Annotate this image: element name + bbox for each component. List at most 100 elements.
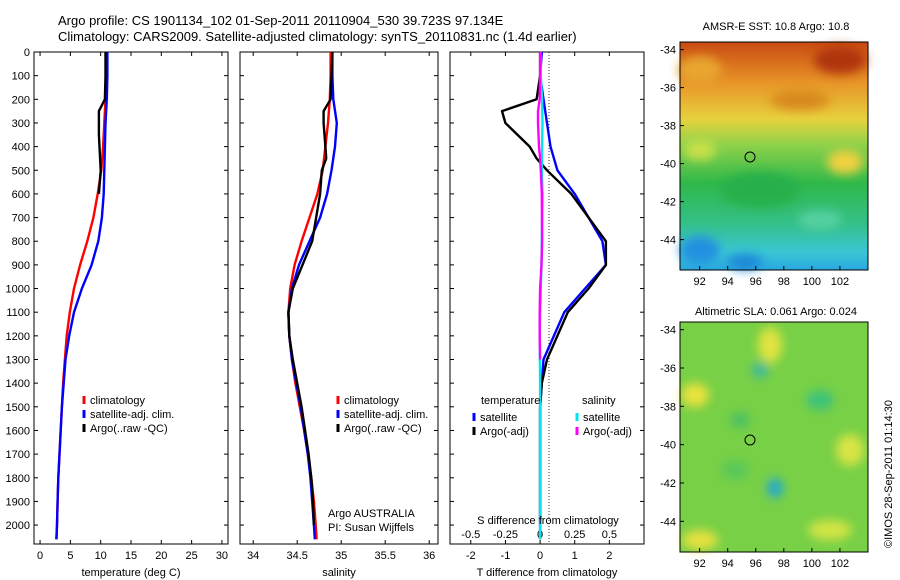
series-line-salinity-argo-adj- xyxy=(536,52,544,360)
y-tick-label: 1400 xyxy=(6,378,30,390)
map-y-tick-label: -34 xyxy=(660,325,676,337)
map-y-tick-label: -40 xyxy=(660,440,676,452)
x-tick-label: -1 xyxy=(501,550,511,562)
series-line-temperature-argo-adj- xyxy=(500,52,608,526)
map-y-tick-label: -42 xyxy=(660,478,676,490)
copyright-text: ©IMOS 28-Sep-2011 01:14:30 xyxy=(883,400,895,548)
x-tick-label: 2 xyxy=(606,550,612,562)
map-y-tick-label: -36 xyxy=(660,83,676,95)
map-y-tick-label: -38 xyxy=(660,121,676,133)
x-tick-label: 15 xyxy=(125,550,137,562)
y-tick-label: 300 xyxy=(12,118,30,130)
y-tick-label: 1700 xyxy=(6,449,30,461)
x-tick-label: 36 xyxy=(423,550,435,562)
argo-marker-sst xyxy=(744,151,756,163)
data-lines xyxy=(55,51,608,540)
salinity-plot-area xyxy=(239,51,439,545)
annotation-pi: PI: Susan Wijffels xyxy=(328,522,414,534)
legend-label: climatology xyxy=(344,395,400,407)
x-tick-label: 30 xyxy=(216,550,228,562)
map-x-tick-label: 92 xyxy=(694,276,706,288)
map-x-tick-label: 102 xyxy=(831,558,849,570)
y-tick-label: 500 xyxy=(12,165,30,177)
map-x-tick-label: 96 xyxy=(750,276,762,288)
map-y-tick-label: -42 xyxy=(660,197,676,209)
x-tick-label: 34 xyxy=(247,550,259,562)
sst-map xyxy=(678,41,869,271)
x-tick-label: 34.5 xyxy=(286,550,307,562)
y-tick-label: 200 xyxy=(12,94,30,106)
temperature-plot-area xyxy=(33,51,229,545)
y-tick-label: 1100 xyxy=(6,307,30,319)
x-tick-label: 5 xyxy=(67,550,73,562)
legend-label: Argo(..raw -QC) xyxy=(90,423,168,435)
y-tick-label: 2000 xyxy=(6,520,30,532)
legend-label: satellite xyxy=(480,412,517,424)
axis-ticks: 0 5 10 15 20 25 300100200300400500600700800900… xyxy=(6,45,850,570)
series-line-argo-raw-qc- xyxy=(287,51,334,526)
y-tick-label: 1000 xyxy=(6,284,30,296)
x-tick-label: 1 xyxy=(572,550,578,562)
difference-xlabel: T difference from climatology xyxy=(477,567,618,579)
y-tick-label: 100 xyxy=(12,71,30,83)
y-tick-label: 1800 xyxy=(6,473,30,485)
legend-label: satellite xyxy=(583,412,620,424)
sst-map-title: AMSR-E SST: 10.8 Argo: 10.8 xyxy=(703,21,850,33)
argo-marker-sla xyxy=(744,434,756,446)
map-x-tick-label: 102 xyxy=(831,276,849,288)
x-tick-label: 0 xyxy=(37,550,43,562)
y-tick-label: 1900 xyxy=(6,496,30,508)
s-difference-label: S difference from climatology xyxy=(477,515,619,527)
s-diff-tick-label: 0.5 xyxy=(602,529,617,541)
difference-plot-area xyxy=(449,51,645,545)
annotation-argo-australia: Argo AUSTRALIA xyxy=(328,508,415,520)
legend-title-salinity: salinity xyxy=(582,395,616,407)
map-x-tick-label: 100 xyxy=(803,558,821,570)
y-tick-label: 700 xyxy=(12,213,30,225)
y-tick-label: 800 xyxy=(12,236,30,248)
map-x-tick-label: 98 xyxy=(778,558,790,570)
legend-label: Argo(-adj) xyxy=(480,426,529,438)
map-x-tick-label: 94 xyxy=(722,276,734,288)
legend-label: satellite-adj. clim. xyxy=(90,409,174,421)
y-tick-label: 1200 xyxy=(6,331,30,343)
map-y-tick-label: -34 xyxy=(660,45,676,57)
y-tick-label: 1500 xyxy=(6,402,30,414)
y-tick-label: 400 xyxy=(12,142,30,154)
legends: climatology satellite-adj. clim. Argo(..ra… xyxy=(82,395,632,438)
legend-label: Argo(-adj) xyxy=(583,426,632,438)
figure-title-line2: Climatology: CARS2009. Satellite-adjuste… xyxy=(58,29,577,44)
sla-map-title: Altimetric SLA: 0.061 Argo: 0.024 xyxy=(695,306,857,318)
x-tick-label: 25 xyxy=(186,550,198,562)
y-tick-label: 900 xyxy=(12,260,30,272)
x-tick-label: 35 xyxy=(335,550,347,562)
series-line-argo-raw-qc- xyxy=(97,52,107,194)
map-x-tick-label: 92 xyxy=(694,558,706,570)
y-tick-label: 600 xyxy=(12,189,30,201)
salinity-xlabel: salinity xyxy=(322,567,356,579)
legend-label: climatology xyxy=(90,395,146,407)
y-tick-label: 1600 xyxy=(6,425,30,437)
s-diff-tick-label: -0.5 xyxy=(461,529,480,541)
x-tick-label: 35.5 xyxy=(374,550,395,562)
map-y-tick-label: -38 xyxy=(660,401,676,413)
map-y-tick-label: -44 xyxy=(660,235,676,247)
map-x-tick-label: 100 xyxy=(803,276,821,288)
s-diff-tick-label: 0.25 xyxy=(564,529,585,541)
sla-map xyxy=(679,321,869,553)
x-tick-label: 10 xyxy=(95,550,107,562)
figure-title-line1: Argo profile: CS 1901134_102 01-Sep-2011… xyxy=(58,13,504,28)
map-y-tick-label: -40 xyxy=(660,159,676,171)
map-x-tick-label: 98 xyxy=(778,276,790,288)
y-tick-label: 1300 xyxy=(6,355,30,367)
legend-label: Argo(..raw -QC) xyxy=(344,423,422,435)
s-diff-tick-label: -0.25 xyxy=(493,529,518,541)
map-x-tick-label: 94 xyxy=(722,558,734,570)
x-tick-label: -2 xyxy=(466,550,476,562)
x-tick-label: 20 xyxy=(155,550,167,562)
map-x-tick-label: 96 xyxy=(750,558,762,570)
map-y-tick-label: -36 xyxy=(660,363,676,375)
map-y-tick-label: -44 xyxy=(660,516,676,528)
legend-title-temperature: temperature xyxy=(481,395,540,407)
